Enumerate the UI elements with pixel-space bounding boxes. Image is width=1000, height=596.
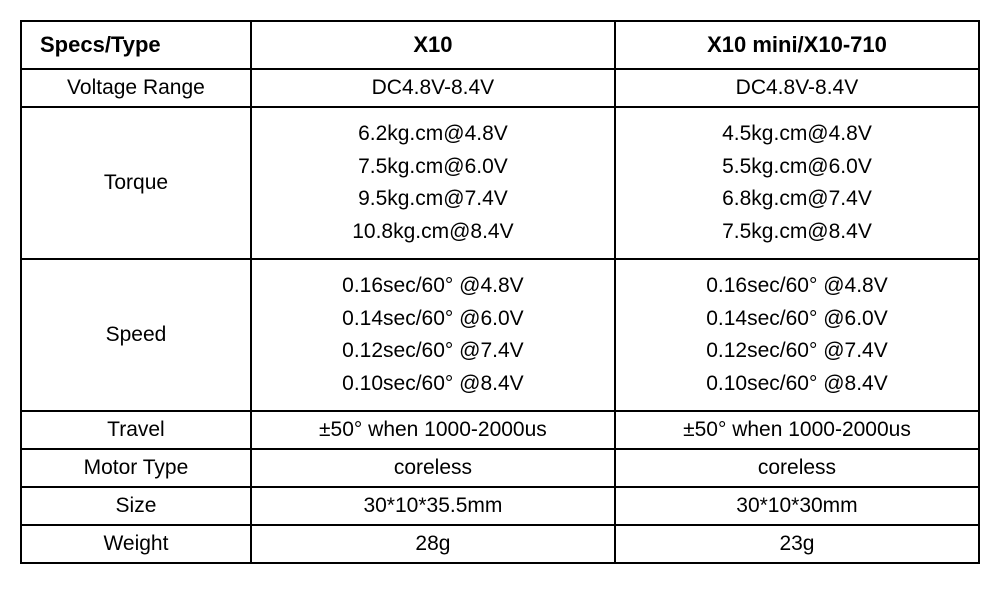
speed-col1-line: 0.10sec/60° @8.4V (262, 368, 604, 401)
torque-col2-line: 4.5kg.cm@4.8V (626, 118, 968, 151)
torque-col2: 4.5kg.cm@4.8V 5.5kg.cm@6.0V 6.8kg.cm@7.4… (615, 107, 979, 259)
voltage-label: Voltage Range (21, 69, 251, 107)
speed-col2: 0.16sec/60° @4.8V 0.14sec/60° @6.0V 0.12… (615, 259, 979, 411)
table-row: Size 30*10*35.5mm 30*10*30mm (21, 487, 979, 525)
table-row: Voltage Range DC4.8V-8.4V DC4.8V-8.4V (21, 69, 979, 107)
specs-table: Specs/Type X10 X10 mini/X10-710 Voltage … (20, 20, 980, 564)
speed-col2-line: 0.16sec/60° @4.8V (626, 270, 968, 303)
table-row: Travel ±50° when 1000-2000us ±50° when 1… (21, 411, 979, 449)
size-col2: 30*10*30mm (615, 487, 979, 525)
size-col1: 30*10*35.5mm (251, 487, 615, 525)
torque-col1-line: 9.5kg.cm@7.4V (262, 183, 604, 216)
speed-col1-line: 0.16sec/60° @4.8V (262, 270, 604, 303)
speed-col2-line: 0.14sec/60° @6.0V (626, 303, 968, 336)
header-spec: Specs/Type (21, 21, 251, 69)
travel-col2: ±50° when 1000-2000us (615, 411, 979, 449)
table-row: Motor Type coreless coreless (21, 449, 979, 487)
speed-col1: 0.16sec/60° @4.8V 0.14sec/60° @6.0V 0.12… (251, 259, 615, 411)
weight-label: Weight (21, 525, 251, 563)
travel-label: Travel (21, 411, 251, 449)
voltage-col1: DC4.8V-8.4V (251, 69, 615, 107)
weight-col2: 23g (615, 525, 979, 563)
table-row: Weight 28g 23g (21, 525, 979, 563)
torque-col2-line: 6.8kg.cm@7.4V (626, 183, 968, 216)
speed-label: Speed (21, 259, 251, 411)
speed-col2-line: 0.10sec/60° @8.4V (626, 368, 968, 401)
torque-col1-line: 10.8kg.cm@8.4V (262, 216, 604, 249)
table-row: Torque 6.2kg.cm@4.8V 7.5kg.cm@6.0V 9.5kg… (21, 107, 979, 259)
speed-col1-line: 0.14sec/60° @6.0V (262, 303, 604, 336)
table-header-row: Specs/Type X10 X10 mini/X10-710 (21, 21, 979, 69)
speed-col1-line: 0.12sec/60° @7.4V (262, 335, 604, 368)
weight-col1: 28g (251, 525, 615, 563)
travel-col1: ±50° when 1000-2000us (251, 411, 615, 449)
header-col2: X10 mini/X10-710 (615, 21, 979, 69)
motor-col1: coreless (251, 449, 615, 487)
torque-col2-line: 7.5kg.cm@8.4V (626, 216, 968, 249)
voltage-col2: DC4.8V-8.4V (615, 69, 979, 107)
torque-col1: 6.2kg.cm@4.8V 7.5kg.cm@6.0V 9.5kg.cm@7.4… (251, 107, 615, 259)
torque-col1-line: 7.5kg.cm@6.0V (262, 151, 604, 184)
torque-col2-line: 5.5kg.cm@6.0V (626, 151, 968, 184)
motor-col2: coreless (615, 449, 979, 487)
table-row: Speed 0.16sec/60° @4.8V 0.14sec/60° @6.0… (21, 259, 979, 411)
motor-label: Motor Type (21, 449, 251, 487)
torque-col1-line: 6.2kg.cm@4.8V (262, 118, 604, 151)
torque-label: Torque (21, 107, 251, 259)
header-col1: X10 (251, 21, 615, 69)
speed-col2-line: 0.12sec/60° @7.4V (626, 335, 968, 368)
size-label: Size (21, 487, 251, 525)
